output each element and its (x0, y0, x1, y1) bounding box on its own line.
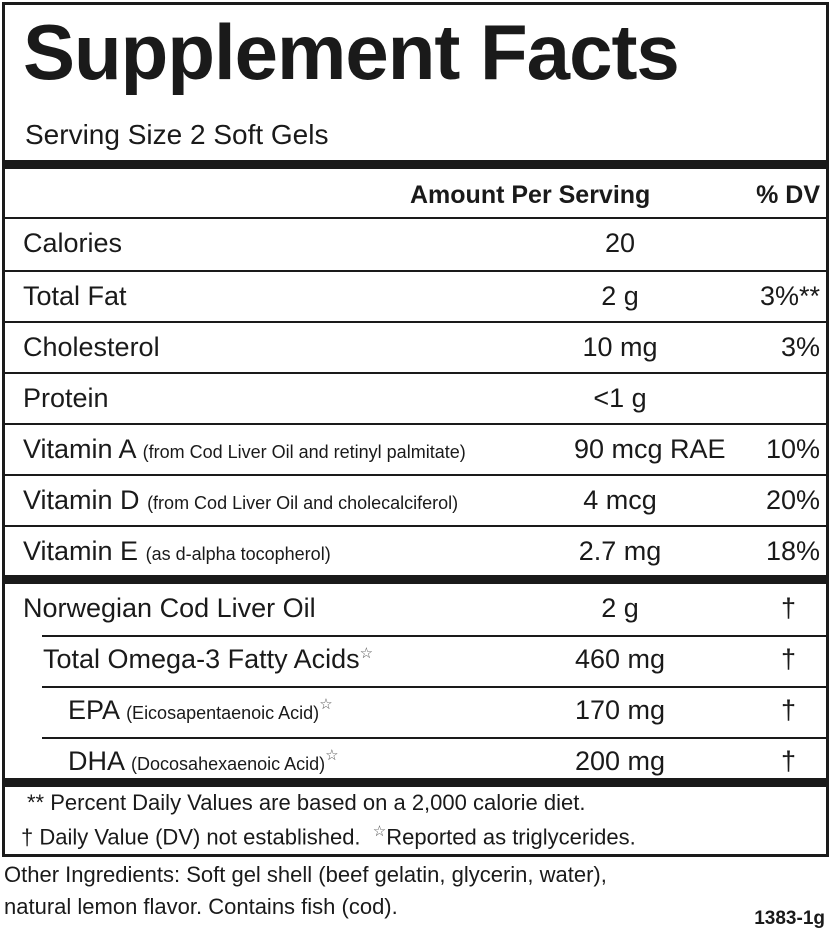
divider (5, 778, 826, 787)
nutrient-row: Vitamin A (from Cod Liver Oil and retiny… (5, 423, 826, 474)
divider (5, 575, 826, 584)
divider (5, 217, 826, 219)
other-ingredients-line2: natural lemon flavor. Contains fish (cod… (4, 894, 398, 919)
ingredient-row: EPA (Eicosapentaenoic Acid)☆ 170 mg † (5, 686, 826, 737)
name-note: (as d-alpha tocopherol) (145, 544, 331, 564)
dv-value: 3%** (759, 281, 820, 311)
other-ingredients-line1: Other Ingredients: Soft gel shell (beef … (4, 862, 607, 887)
product-code: 1383-1g (754, 908, 825, 929)
amount-value: 170 mg (574, 695, 666, 725)
nutrient-name: EPA (Eicosapentaenoic Acid)☆ (68, 695, 333, 726)
nutrient-row: Protein <1 g (5, 372, 826, 423)
nutrient-row: Cholesterol 10 mg 3% (5, 321, 826, 372)
name-note: (Eicosapentaenoic Acid) (126, 703, 320, 723)
name-text: Vitamin D (23, 485, 140, 515)
serving-size: Serving Size 2 Soft Gels (25, 119, 329, 150)
divider (42, 737, 826, 739)
star-icon: ☆ (359, 645, 374, 662)
dv-value: 3% (780, 332, 820, 362)
divider (42, 686, 826, 688)
star-icon: ☆ (372, 823, 387, 840)
divider (42, 635, 826, 637)
nutrient-row: Total Fat 2 g 3%** (5, 270, 826, 321)
panel-title: Supplement Facts (23, 8, 680, 96)
name-note: (from Cod Liver Oil and cholecalciferol) (147, 493, 459, 513)
name-text: Norwegian Cod Liver Oil (23, 593, 316, 623)
nutrient-name: Vitamin D (from Cod Liver Oil and cholec… (23, 485, 458, 516)
footnote-dagger: † Daily Value (DV) not established. ☆Rep… (21, 822, 636, 850)
amount-value: <1 g (593, 383, 647, 413)
name-text: Protein (23, 383, 109, 413)
name-text: DHA (68, 746, 124, 776)
amount-value: 2 g (601, 593, 639, 623)
amount-value: 460 mg (574, 644, 666, 674)
footnote-dagger-text: † Daily Value (DV) not established. (21, 824, 361, 850)
amount-value: 200 mg (574, 746, 666, 776)
amount-value: 20 (604, 228, 636, 258)
nutrient-name: DHA (Docosahexaenoic Acid)☆ (68, 746, 339, 777)
supplement-facts-panel: Supplement Facts Serving Size 2 Soft Gel… (2, 2, 829, 857)
footnote-dv: ** Percent Daily Values are based on a 2… (27, 790, 586, 815)
amount-value: 90 mcg RAE (574, 434, 726, 464)
footnote-star-text: Reported as triglycerides. (386, 824, 636, 850)
dv-value: † (780, 644, 796, 674)
dv-header: % DV (756, 181, 820, 209)
amount-header: Amount Per Serving (410, 181, 651, 209)
ingredient-row: DHA (Docosahexaenoic Acid)☆ 200 mg † (5, 737, 826, 788)
dv-value: 18% (765, 536, 820, 566)
dv-value: † (780, 593, 796, 623)
nutrient-row: Calories 20 (5, 219, 826, 270)
star-icon: ☆ (319, 696, 333, 713)
name-note: (Docosahexaenoic Acid) (131, 754, 326, 774)
nutrient-name: Protein (23, 383, 109, 414)
dv-value: 10% (765, 434, 820, 464)
dv-value: † (780, 695, 796, 725)
nutrient-name: Vitamin A (from Cod Liver Oil and retiny… (23, 434, 466, 465)
nutrient-name: Vitamin E (as d-alpha tocopherol) (23, 536, 331, 567)
nutrient-name: Total Fat (23, 281, 127, 312)
dv-value: † (780, 746, 796, 776)
ingredient-row: Norwegian Cod Liver Oil 2 g † (5, 584, 826, 635)
divider (5, 160, 826, 169)
amount-value: 4 mcg (583, 485, 657, 515)
nutrient-row: Vitamin D (from Cod Liver Oil and cholec… (5, 474, 826, 525)
name-text: Total Fat (23, 281, 127, 311)
name-text: Vitamin A (23, 434, 136, 464)
ingredient-row: Total Omega-3 Fatty Acids☆ 460 mg † (5, 635, 826, 686)
amount-value: 2.7 mg (578, 536, 662, 566)
nutrient-row: Vitamin E (as d-alpha tocopherol) 2.7 mg 1… (5, 525, 826, 576)
name-note: (from Cod Liver Oil and retinyl palmitat… (142, 442, 466, 462)
nutrient-name: Cholesterol (23, 332, 160, 363)
nutrient-name: Norwegian Cod Liver Oil (23, 593, 316, 624)
name-text: EPA (68, 695, 119, 725)
name-text: Cholesterol (23, 332, 160, 362)
name-text: Vitamin E (23, 536, 139, 566)
star-icon: ☆ (325, 747, 339, 764)
name-text: Calories (23, 228, 123, 258)
amount-value: 2 g (601, 281, 639, 311)
nutrient-name: Total Omega-3 Fatty Acids☆ (43, 644, 373, 675)
dv-value: 20% (765, 485, 820, 515)
nutrient-name: Calories (23, 228, 122, 259)
name-text: Total Omega-3 Fatty Acids (43, 644, 360, 674)
amount-value: 10 mg (582, 332, 658, 362)
